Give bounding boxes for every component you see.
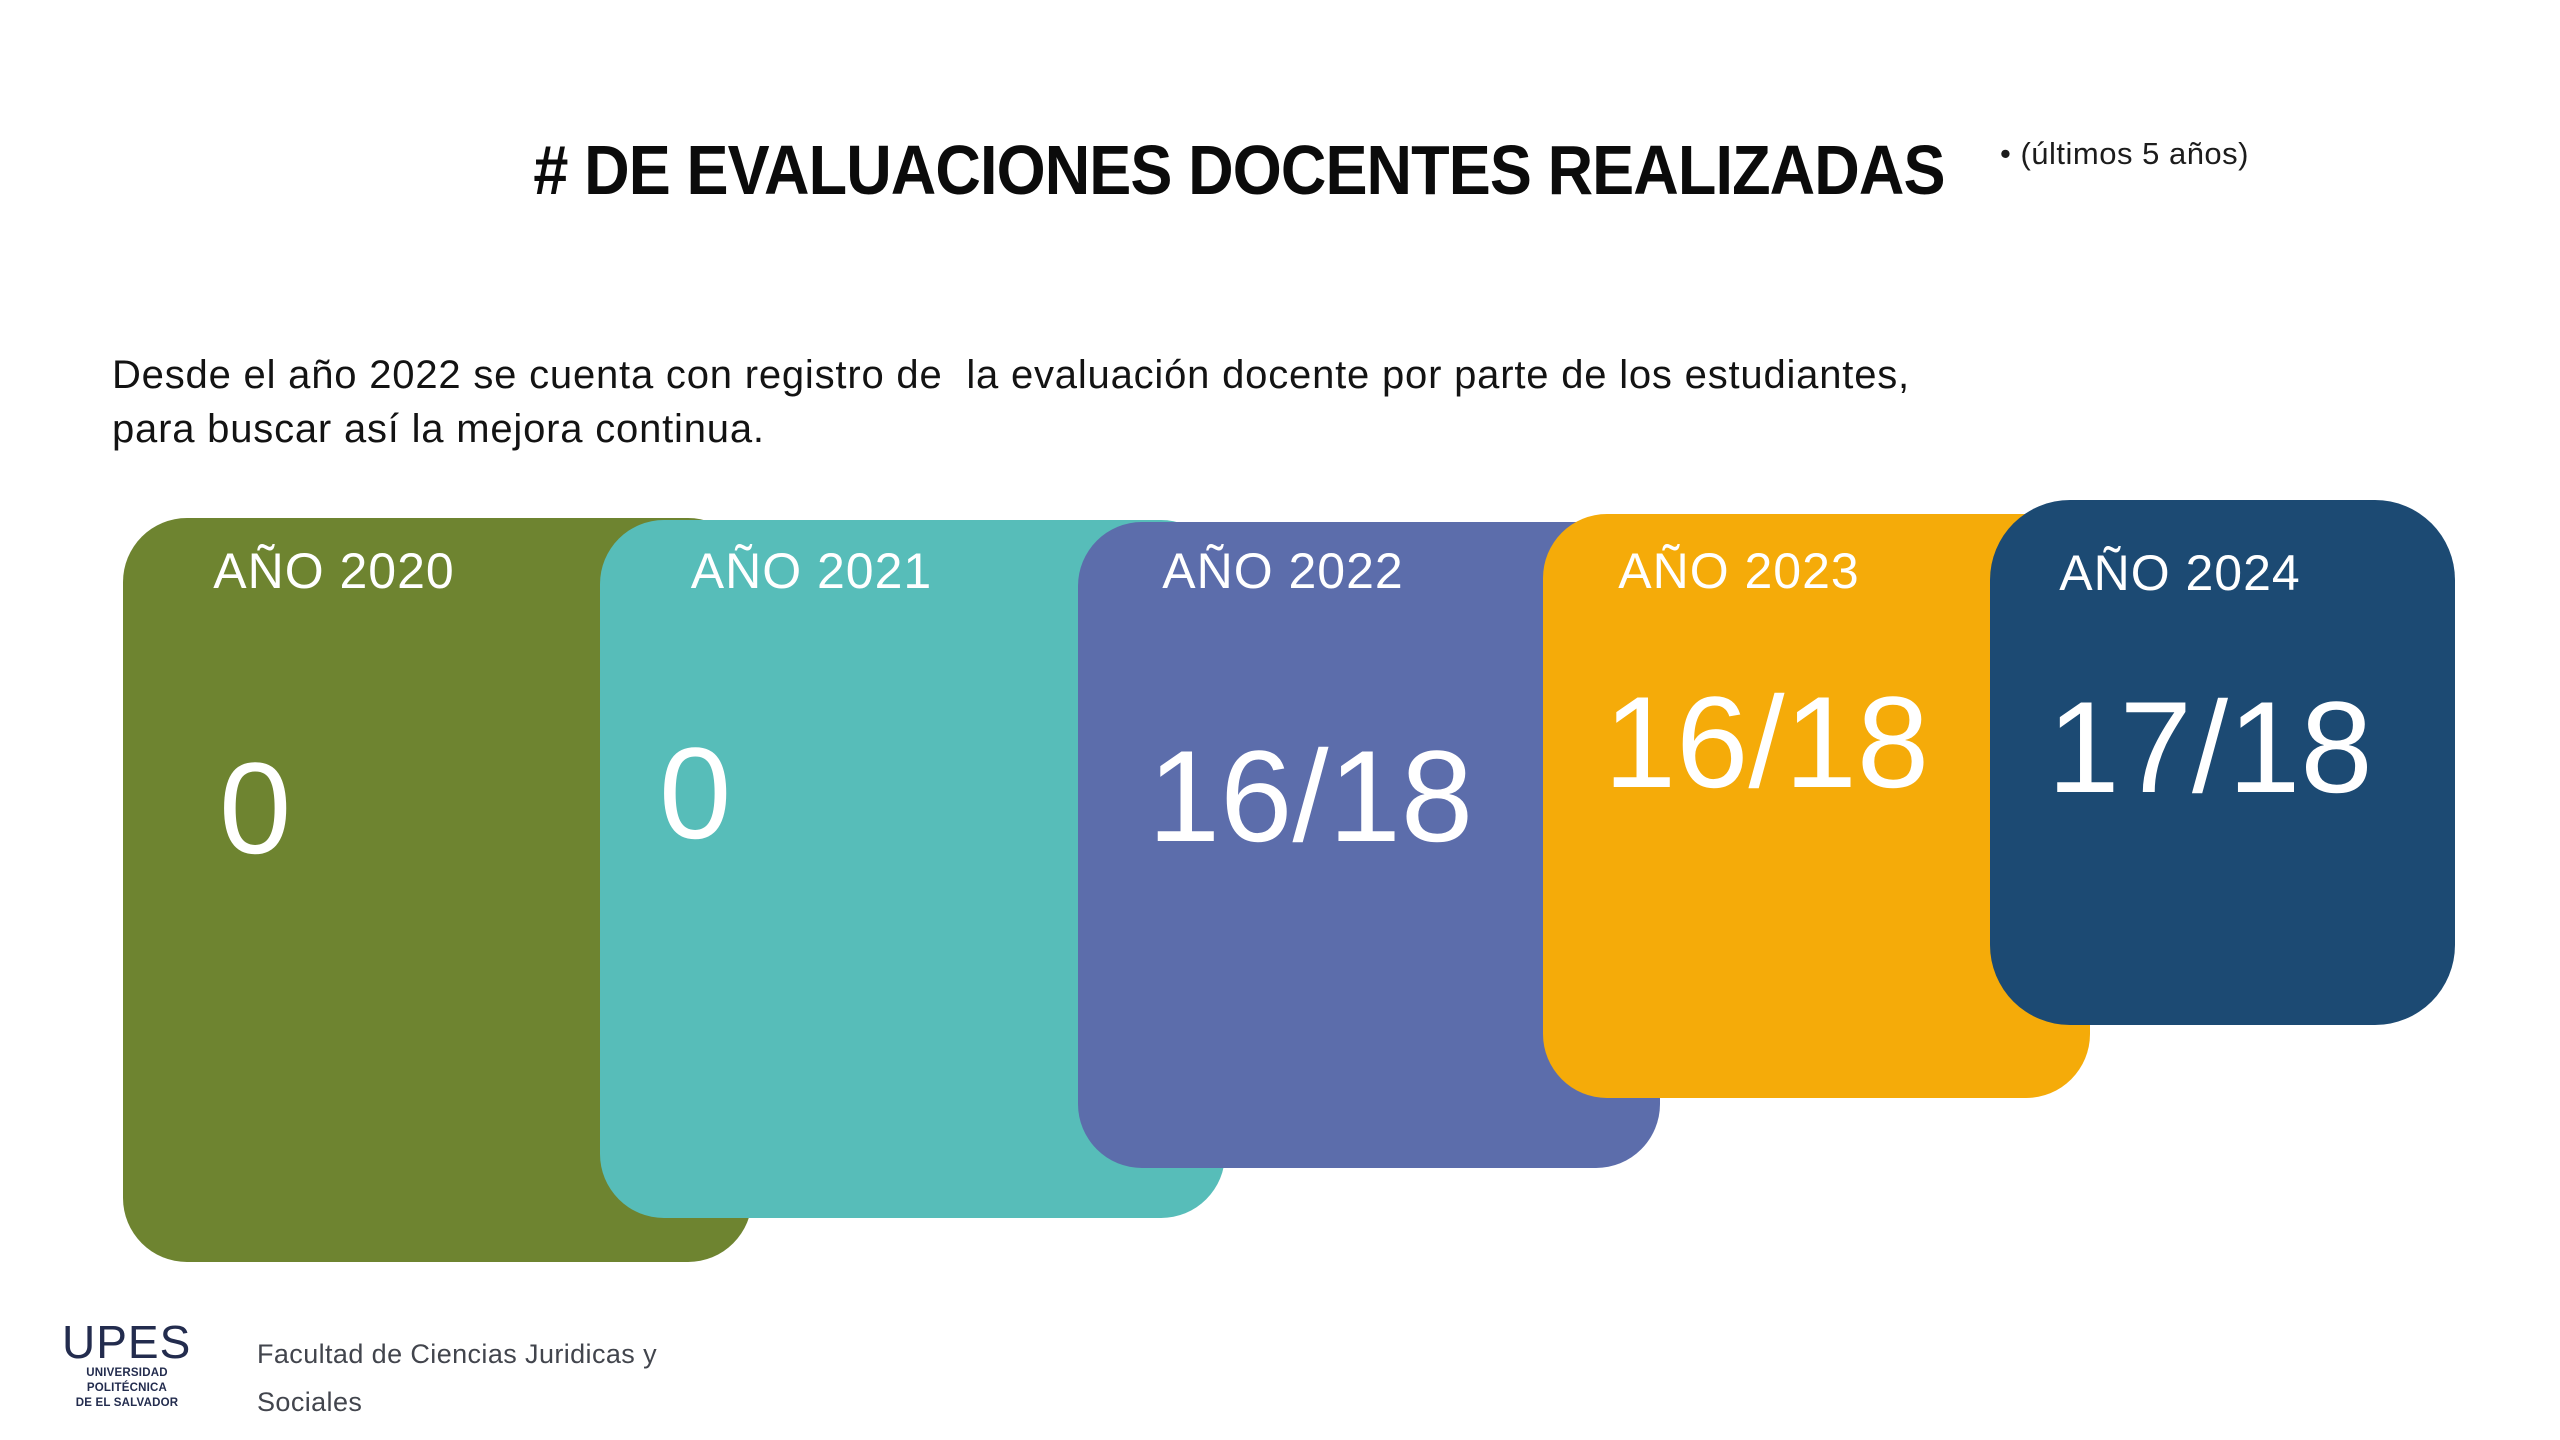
year-card-label: AÑO 2023	[1618, 543, 1860, 599]
year-card-value: 16/18	[1603, 669, 1930, 815]
page-title: # DE EVALUACIONES DOCENTES REALIZADAS	[533, 131, 1945, 209]
faculty-name-line2: Sociales	[257, 1387, 363, 1417]
logo-university-name-line1: UNIVERSIDAD POLITÉCNICA	[86, 1367, 168, 1394]
faculty-name: Facultad de Ciencias Juridicas y Sociale…	[257, 1330, 657, 1426]
year-card-label: AÑO 2020	[213, 543, 455, 599]
year-card-label: AÑO 2024	[2059, 545, 2301, 601]
faculty-name-line1: Facultad de Ciencias Juridicas y	[257, 1339, 657, 1369]
logo-university-name-line2: DE EL SALVADOR	[75, 1397, 179, 1409]
year-card-2024: AÑO 2024 17/18	[1990, 500, 2455, 1025]
year-card-value: 16/18	[1147, 723, 1474, 869]
year-card-label: AÑO 2021	[690, 543, 933, 599]
year-card-value: 17/18	[2047, 674, 2373, 820]
description-line-2: para buscar así la mejora continua.	[112, 407, 765, 451]
year-card-label: AÑO 2022	[1162, 543, 1404, 599]
upes-logo-acronym: UPES	[62, 1316, 192, 1368]
year-card-value: 0	[219, 735, 292, 881]
year-card-value: 0	[659, 720, 732, 866]
title-note: • (últimos 5 años)	[2000, 136, 2249, 171]
page-title-wrap: # DE EVALUACIONES DOCENTES REALIZADAS	[455, 130, 1965, 210]
upes-logo: UPES UNIVERSIDAD POLITÉCNICA DE EL SALVA…	[62, 1318, 262, 1411]
description: Desde el año 2022 se cuenta con registro…	[112, 348, 1910, 456]
description-line-1: Desde el año 2022 se cuenta con registro…	[112, 353, 1910, 397]
